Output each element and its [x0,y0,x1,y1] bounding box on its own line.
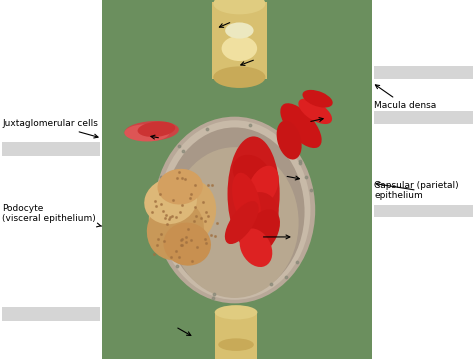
Ellipse shape [302,90,333,108]
Ellipse shape [171,147,299,298]
Ellipse shape [165,127,304,296]
Ellipse shape [218,338,254,351]
Ellipse shape [233,155,270,190]
Bar [2,142,100,156]
Bar [374,66,473,79]
Ellipse shape [137,121,175,137]
Ellipse shape [240,228,272,267]
Ellipse shape [213,0,265,14]
Text: Macula densa: Macula densa [374,85,437,111]
Ellipse shape [157,169,203,205]
Ellipse shape [228,136,280,251]
Ellipse shape [125,121,179,141]
Text: Capsular (parietal)
epithelium: Capsular (parietal) epithelium [374,181,459,200]
Ellipse shape [277,121,301,159]
Bar [2,307,100,321]
Ellipse shape [247,166,279,208]
Ellipse shape [215,305,257,320]
Ellipse shape [147,199,204,260]
Ellipse shape [154,117,315,303]
Ellipse shape [225,22,254,38]
Bar [374,111,473,124]
Ellipse shape [149,178,216,249]
Bar [374,205,473,217]
Ellipse shape [280,103,322,148]
Ellipse shape [213,66,265,88]
Ellipse shape [225,201,259,244]
Bar [102,0,372,359]
Bar [215,312,257,359]
Ellipse shape [144,178,197,224]
Ellipse shape [241,209,280,257]
Ellipse shape [159,120,310,300]
Ellipse shape [238,192,279,239]
Ellipse shape [221,36,257,61]
Ellipse shape [164,223,211,266]
Text: Podocyte
(visceral epithelium): Podocyte (visceral epithelium) [2,204,101,227]
Text: Juxtaglomerular cells: Juxtaglomerular cells [2,119,98,138]
Ellipse shape [298,98,332,124]
Ellipse shape [232,173,261,229]
Bar [212,2,267,79]
Ellipse shape [124,124,169,141]
